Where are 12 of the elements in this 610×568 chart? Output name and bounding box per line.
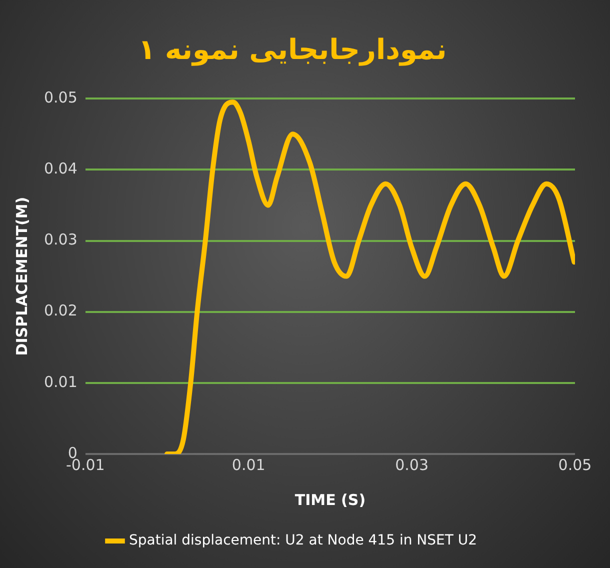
- x-tick-label: 0.05: [558, 456, 592, 474]
- x-tick-label: 0.01: [232, 456, 266, 474]
- y-axis-title: DISPLACEMENT(M): [12, 196, 31, 356]
- legend-label: Spatial displacement: U2 at Node 415 in NSET U2: [128, 532, 478, 549]
- y-tick-label: 0.03: [44, 230, 78, 249]
- y-tick-label: 0.04: [44, 160, 78, 178]
- y-tick-label: 0.05: [44, 88, 78, 106]
- y-tick-label: 0.01: [44, 372, 78, 391]
- x-axis-title: TIME (S): [294, 490, 366, 509]
- chart-title: نمودارجابجایی نمونه ۱: [138, 33, 447, 66]
- y-tick-label: 0.02: [44, 302, 78, 320]
- x-tick-label: 0.03: [395, 456, 429, 474]
